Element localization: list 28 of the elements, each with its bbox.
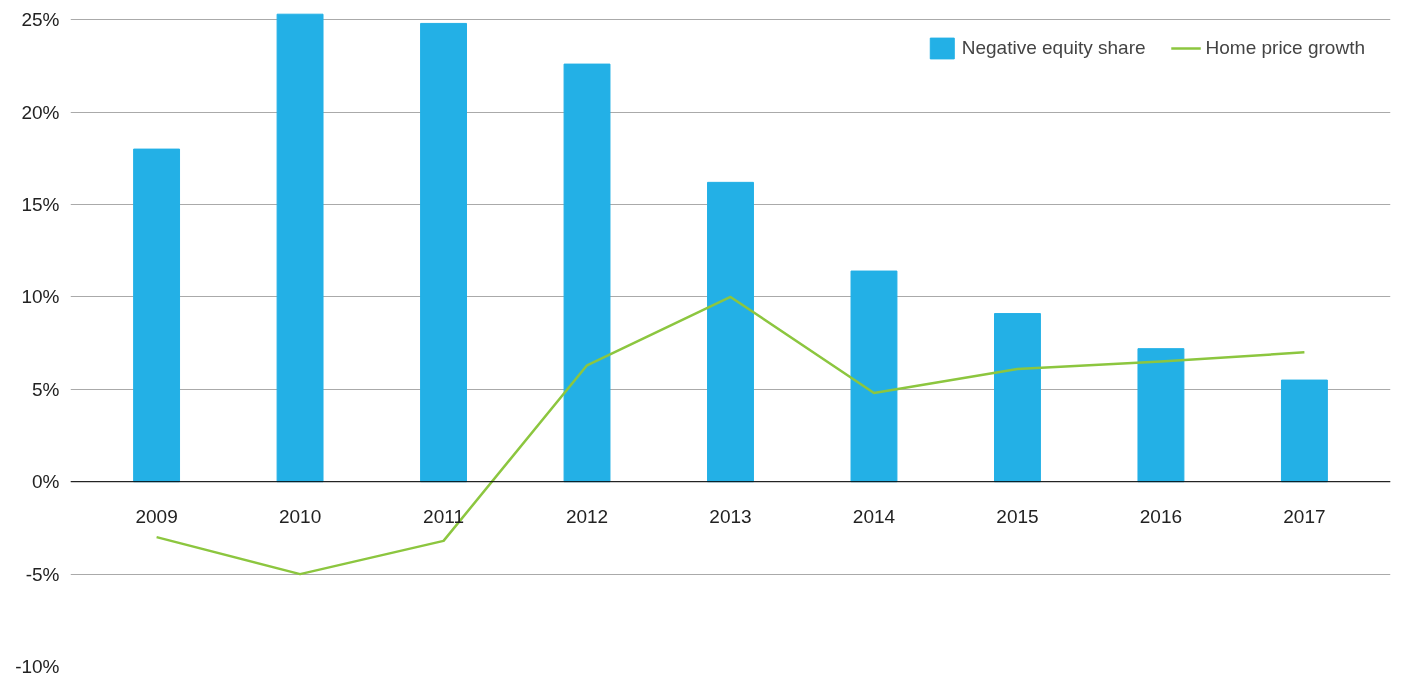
x-tick-label: 2016 — [1139, 505, 1183, 527]
x-tick-label: 2010 — [278, 505, 322, 527]
bar — [563, 63, 611, 483]
bar — [707, 181, 754, 483]
legend-label: Home price growth — [1205, 37, 1365, 59]
x-tick-label: 2017 — [1283, 505, 1326, 527]
y-tick-label: 15% — [21, 194, 60, 216]
bar — [1280, 379, 1328, 483]
x-tick-label: 2012 — [565, 505, 609, 527]
x-tick-label: 2009 — [135, 505, 178, 527]
legend-label: Negative equity share — [961, 37, 1146, 59]
bar — [850, 270, 898, 483]
x-tick-label: 2011 — [423, 505, 464, 527]
y-tick-label: 0% — [32, 471, 60, 493]
x-tick-label: 2014 — [852, 505, 896, 527]
bar — [994, 313, 1041, 483]
y-tick-label: -5% — [25, 563, 60, 585]
bar — [420, 22, 467, 483]
x-tick-label: 2015 — [996, 505, 1039, 527]
y-tick-label: 20% — [21, 101, 60, 123]
bar — [276, 13, 324, 483]
y-tick-label: 5% — [32, 378, 60, 400]
y-tick-label: 10% — [21, 286, 60, 308]
y-tick-label: -10% — [15, 655, 60, 677]
y-tick-label: 25% — [21, 9, 60, 31]
bar — [1137, 348, 1185, 483]
bar — [133, 148, 181, 483]
x-tick-label: 2013 — [709, 505, 752, 527]
